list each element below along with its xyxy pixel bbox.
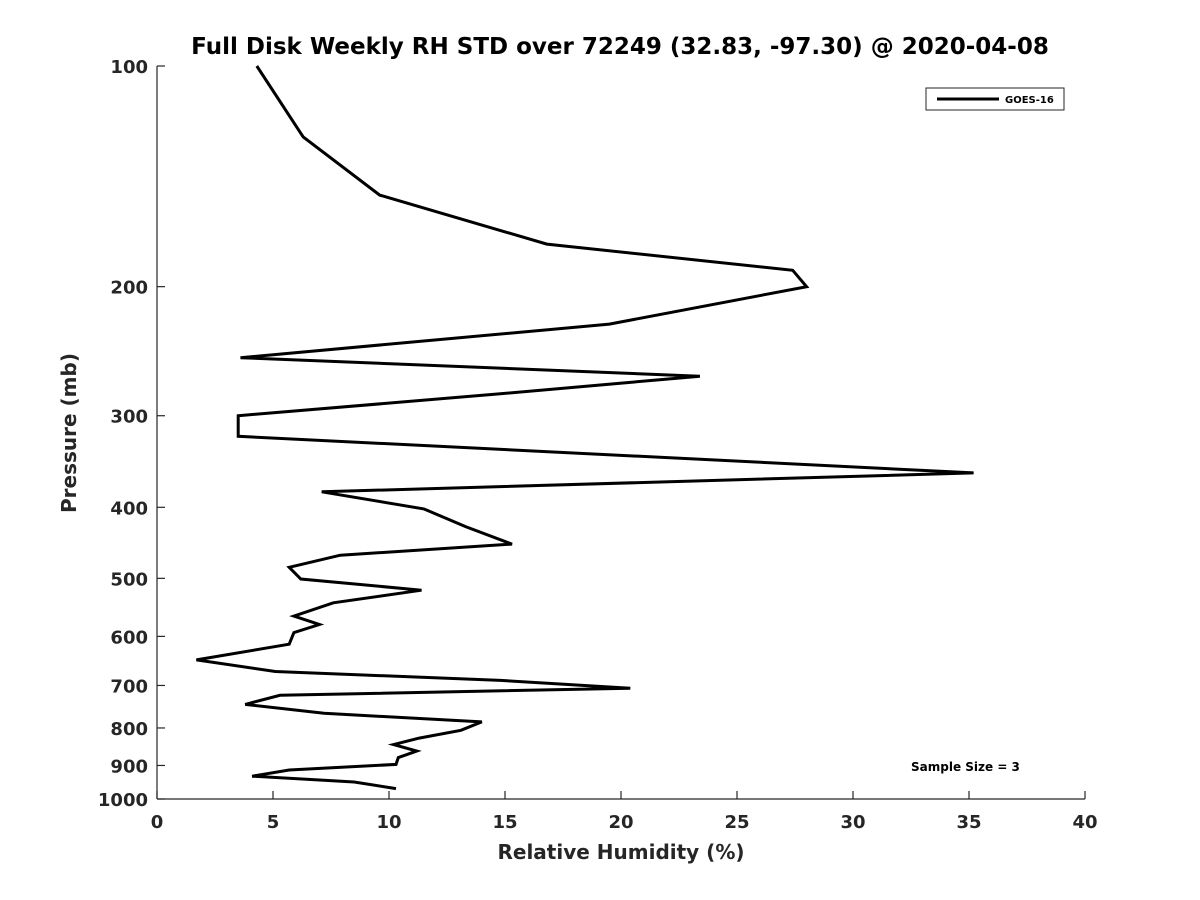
x-tick-label: 25 [724, 812, 749, 833]
y-tick-label: 600 [110, 627, 148, 648]
x-tick-label: 5 [267, 812, 280, 833]
x-axis-label: Relative Humidity (%) [497, 840, 744, 864]
x-tick-label: 40 [1072, 812, 1097, 833]
x-tick-label: 30 [840, 812, 865, 833]
x-ticks: 0 5 10 15 20 25 30 35 40 [151, 791, 1098, 833]
y-axis-label: Pressure (mb) [57, 353, 81, 513]
y-tick-label: 900 [110, 756, 148, 777]
y-ticks: 100 200 300 400 500 600 700 800 900 1000 [98, 57, 165, 811]
y-tick-label: 100 [110, 57, 148, 78]
y-tick-label: 700 [110, 676, 148, 697]
y-tick-label: 400 [110, 498, 148, 519]
y-tick-label: 500 [110, 569, 148, 590]
x-tick-label: 35 [956, 812, 981, 833]
series-line-goes-16 [196, 65, 974, 791]
y-tick-label: 200 [110, 278, 148, 299]
legend-entry: GOES-16 [1005, 95, 1054, 106]
sample-size-annotation: Sample Size = 3 [911, 760, 1020, 774]
x-tick-label: 10 [376, 812, 401, 833]
legend: GOES-16 [925, 87, 1065, 111]
y-tick-label: 800 [110, 719, 148, 740]
y-tick-label: 1000 [98, 790, 148, 811]
y-tick-label: 300 [110, 407, 148, 428]
series-layer [196, 65, 974, 791]
x-tick-label: 15 [492, 812, 517, 833]
chart-title: Full Disk Weekly RH STD over 72249 (32.8… [191, 34, 1049, 60]
x-tick-label: 20 [608, 812, 633, 833]
x-tick-label: 0 [151, 812, 164, 833]
